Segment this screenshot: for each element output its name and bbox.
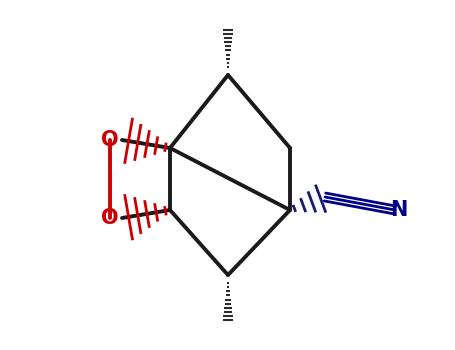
Text: O: O [101,208,119,228]
Text: N: N [390,200,408,220]
Text: O: O [101,130,119,150]
